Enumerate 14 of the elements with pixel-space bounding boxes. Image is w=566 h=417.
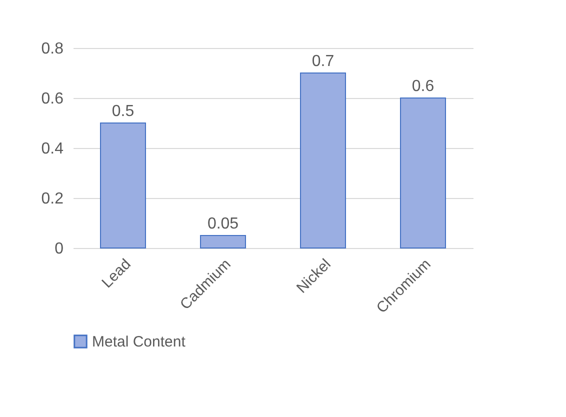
y-tick-label: 0.2 [41, 190, 64, 208]
data-label: 0.6 [412, 78, 434, 95]
data-label: 0.5 [112, 103, 134, 120]
bar [100, 122, 146, 248]
y-tick-label: 0.8 [41, 40, 64, 58]
bar [300, 72, 346, 248]
data-label: 0.05 [207, 216, 239, 232]
data-label: 0.7 [312, 53, 334, 70]
bar [400, 98, 446, 248]
bar [200, 235, 246, 248]
legend-label: Metal Content [92, 334, 186, 350]
y-tick-label: 0 [54, 240, 64, 258]
y-tick-label: 0.6 [41, 90, 64, 108]
y-tick-label: 0.4 [41, 140, 64, 158]
